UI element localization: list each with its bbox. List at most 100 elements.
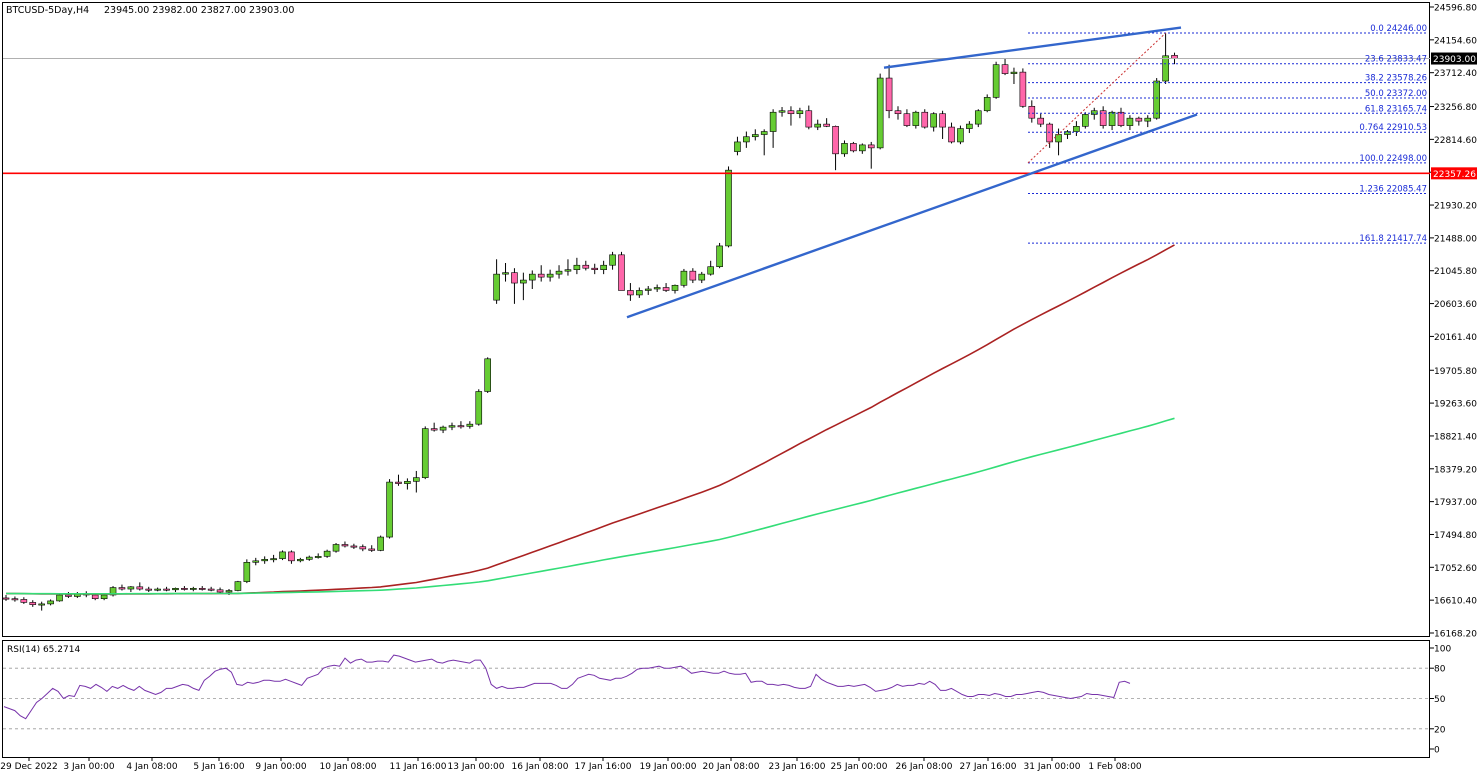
candle-body bbox=[314, 556, 322, 558]
candle-body bbox=[600, 264, 607, 270]
price-tick-label: 18379.20 bbox=[1434, 465, 1477, 475]
time-tick-label: 16 Jan 08:00 bbox=[512, 762, 569, 772]
candle-body bbox=[591, 267, 599, 270]
candle-body bbox=[1108, 111, 1116, 126]
price-tick-label: 20603.60 bbox=[1434, 300, 1477, 310]
candle-body bbox=[511, 272, 518, 284]
price-tick-label: 18821.40 bbox=[1434, 432, 1477, 442]
candle-body bbox=[225, 590, 233, 593]
price-tick-label: 17494.80 bbox=[1434, 531, 1477, 541]
candle-body bbox=[1090, 110, 1098, 115]
candle-body bbox=[65, 594, 72, 597]
candle-body bbox=[805, 110, 813, 128]
price-tick-label: 19705.80 bbox=[1434, 367, 1477, 377]
candle-body bbox=[974, 110, 982, 125]
candle-body bbox=[1144, 117, 1152, 122]
candle-body bbox=[787, 110, 795, 115]
candle-body bbox=[1064, 131, 1071, 135]
candle-body bbox=[297, 559, 304, 562]
candle-body bbox=[270, 558, 277, 561]
candle-body bbox=[421, 428, 429, 478]
price-tick-label: 21930.20 bbox=[1434, 202, 1477, 212]
candle-body bbox=[1082, 114, 1089, 127]
candle-body bbox=[796, 110, 804, 115]
candle-body bbox=[1135, 117, 1143, 122]
candle-body bbox=[288, 551, 295, 562]
candle-body bbox=[172, 588, 179, 591]
candle-body bbox=[252, 560, 260, 563]
candle-body bbox=[305, 556, 313, 560]
candle-body bbox=[404, 481, 411, 484]
fib-level-label: 23.6 23833.47 bbox=[1365, 55, 1427, 65]
lower-trendline bbox=[626, 113, 1198, 319]
candle-body bbox=[1028, 105, 1036, 119]
rsi-line bbox=[3, 654, 1131, 720]
time-tick-label: 1 Feb 08:00 bbox=[1088, 762, 1142, 772]
candle-body bbox=[261, 559, 268, 562]
price-tick-label: 16610.40 bbox=[1434, 597, 1477, 607]
candle-body bbox=[350, 545, 358, 548]
candle-body bbox=[698, 273, 706, 281]
candle-body bbox=[190, 588, 197, 590]
candle-body bbox=[832, 126, 839, 155]
candle-body bbox=[154, 588, 161, 591]
time-tick-label: 3 Jan 00:00 bbox=[63, 762, 115, 772]
candle-body bbox=[430, 428, 438, 431]
candle-body bbox=[332, 544, 340, 552]
support-price-label: 22357.26 bbox=[1433, 170, 1476, 180]
candle-body bbox=[136, 586, 144, 590]
candle-body bbox=[520, 279, 527, 284]
candle-body bbox=[1001, 64, 1009, 74]
candle-body bbox=[948, 126, 955, 143]
candle-body bbox=[38, 603, 45, 606]
candle-body bbox=[983, 97, 991, 112]
candle-body bbox=[323, 550, 331, 557]
candle-body bbox=[368, 548, 376, 551]
candle-body bbox=[216, 589, 224, 593]
rsi-tick-label: 100 bbox=[1434, 645, 1451, 655]
candle-body bbox=[966, 123, 973, 129]
candle-body bbox=[1046, 123, 1053, 143]
candle-body bbox=[395, 481, 402, 484]
candle-body bbox=[109, 587, 117, 596]
candle-body bbox=[1126, 117, 1134, 126]
time-tick-label: 17 Jan 16:00 bbox=[575, 762, 632, 772]
candle-body bbox=[1019, 71, 1027, 107]
time-tick-label: 23 Jan 16:00 bbox=[769, 762, 826, 772]
candle-body bbox=[359, 546, 367, 550]
candle-body bbox=[743, 136, 750, 143]
time-tick-label: 29 Dec 2022 bbox=[0, 762, 58, 772]
time-tick-label: 26 Jan 08:00 bbox=[896, 762, 953, 772]
candle-body bbox=[484, 358, 491, 392]
candle-body bbox=[992, 64, 1000, 98]
candle-body bbox=[814, 123, 822, 128]
price-tick-label: 16168.20 bbox=[1434, 630, 1477, 640]
rsi-title: RSI(14) 65.2714 bbox=[7, 645, 80, 655]
time-tick-label: 19 Jan 00:00 bbox=[640, 762, 697, 772]
candle-body bbox=[582, 264, 590, 269]
candle-body bbox=[475, 391, 483, 425]
candle-body bbox=[47, 600, 54, 605]
candle-body bbox=[118, 587, 126, 590]
candle-body bbox=[29, 602, 37, 605]
fib-level-label: 1.236 22085.47 bbox=[1359, 185, 1427, 195]
candle-body bbox=[207, 588, 215, 591]
candle-body bbox=[778, 110, 786, 113]
candle-body bbox=[618, 254, 625, 291]
candle-body bbox=[528, 273, 536, 281]
moving-average-red-line bbox=[6, 244, 1175, 595]
candle-body bbox=[912, 111, 920, 126]
candle-body bbox=[627, 290, 634, 296]
price-tick-label: 19263.60 bbox=[1434, 400, 1477, 410]
rsi-tick-label: 50 bbox=[1434, 695, 1446, 705]
price-tick-label: 17052.60 bbox=[1434, 564, 1477, 574]
time-tick-label: 25 Jan 00:00 bbox=[831, 762, 888, 772]
candle-body bbox=[198, 588, 206, 590]
candle-body bbox=[466, 423, 474, 427]
candle-body bbox=[636, 290, 643, 296]
candle-body bbox=[181, 588, 188, 590]
candle-body bbox=[439, 426, 447, 431]
time-tick-label: 31 Jan 00:00 bbox=[1024, 762, 1081, 772]
